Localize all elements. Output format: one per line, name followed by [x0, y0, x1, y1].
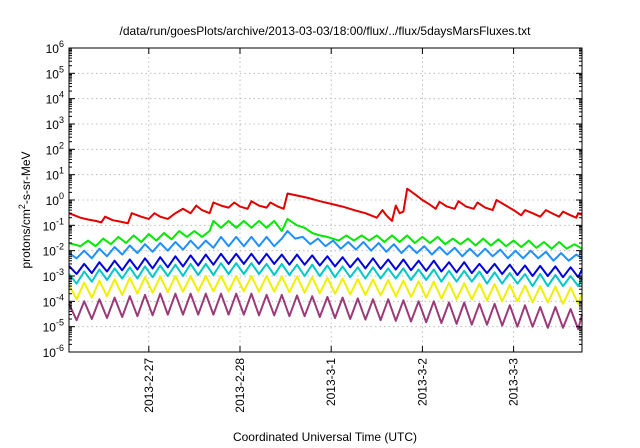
y-tick-label: 103 — [46, 115, 64, 132]
y-tick-label: 100 — [46, 191, 64, 208]
series-line-2 — [68, 217, 583, 250]
axis-ticks — [69, 47, 582, 353]
x-axis-tick-labels: 2013-2-27 2013-2-28 2013-3-1 2013-3-2 2013-3… — [142, 358, 521, 413]
y-tick-label: 105 — [46, 64, 64, 81]
y-tick-label: 102 — [46, 140, 64, 157]
y-axis-tick-labels: 10-6 10-5 10-4 10-3 10-2 10-1 100 101 102 103 104 1… — [43, 39, 64, 360]
grid — [69, 48, 582, 352]
y-tick-label: 106 — [46, 39, 64, 56]
x-tick-label: 2013-3-1 — [324, 358, 338, 406]
x-tick-label: 2013-3-3 — [507, 358, 521, 406]
series-line-6 — [68, 275, 583, 305]
y-tick-label: 10-4 — [43, 292, 64, 309]
series-group — [68, 187, 583, 331]
series-line-5 — [68, 262, 583, 288]
y-tick-label: 10-5 — [43, 318, 64, 335]
y-tick-label: 101 — [46, 166, 64, 183]
x-tick-label: 2013-2-28 — [233, 358, 247, 413]
series-line-3 — [68, 230, 583, 262]
series-line-7 — [68, 292, 583, 331]
series-line-4 — [68, 252, 583, 279]
series-line-1 — [68, 187, 583, 225]
y-axis-label: protons/cm2-s-sr-MeV — [17, 151, 33, 268]
x-tick-label: 2013-2-27 — [142, 358, 156, 413]
y-tick-label: 10-1 — [43, 216, 64, 233]
x-tick-label: 2013-3-2 — [415, 358, 429, 406]
chart-title: /data/run/goesPlots/archive/2013-03-03/1… — [120, 24, 532, 38]
y-tick-label: 10-6 — [43, 343, 64, 360]
y-tick-label: 10-3 — [43, 267, 64, 284]
x-axis-label: Coordinated Universal Time (UTC) — [233, 430, 417, 444]
y-tick-label: 104 — [46, 90, 64, 107]
y-tick-label: 10-2 — [43, 242, 64, 259]
